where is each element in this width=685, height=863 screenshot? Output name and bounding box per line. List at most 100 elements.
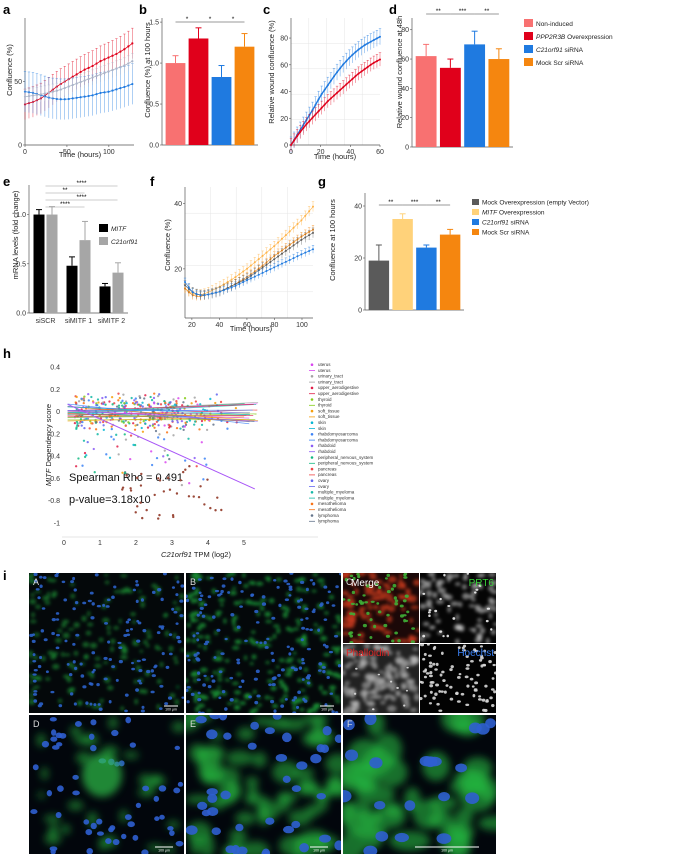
data-point-f-3: [230, 286, 233, 289]
micrograph-A-nucleus: [89, 702, 93, 706]
micrograph-C-phalloidin-cell: [343, 708, 351, 713]
fit-line-h: [67, 406, 259, 422]
micrograph-A-cell: [87, 622, 94, 627]
micrograph-B-nucleus: [270, 651, 274, 655]
micrograph-B-nucleus: [254, 609, 259, 614]
series-line-c-1: [290, 58, 381, 146]
micrograph-B-cell: [296, 586, 301, 592]
y-tick-label-d: 80: [401, 27, 409, 34]
micrograph-A-nucleus: [87, 599, 92, 603]
micrograph-A-nucleus: [91, 602, 95, 606]
bar-e-0: [66, 265, 78, 313]
micrograph-C-phalloidin-cell: [386, 651, 393, 656]
micrograph-C-hoechst-nucleus: [429, 671, 433, 675]
data-point-f-0: [261, 254, 264, 257]
legend-label-h: upper_aerodigestive: [318, 391, 359, 396]
scatter-point-h: [121, 471, 124, 474]
legend-marker-h: [310, 456, 314, 459]
micrograph-B-nucleus: [219, 592, 223, 596]
scatter-point-h: [75, 401, 78, 405]
data-point-a-1: [123, 85, 126, 89]
scatter-point-h: [118, 417, 121, 420]
micrograph-B-cell: [286, 657, 295, 661]
micrograph-C-hoechst-nucleus: [465, 655, 469, 659]
scatter-point-h: [155, 457, 159, 460]
micrograph-B-nucleus: [288, 585, 293, 589]
data-point-c-1: [354, 75, 357, 78]
scatter-point-h: [193, 456, 196, 460]
micrograph-C-prt6-cell: [420, 632, 427, 636]
micrograph-D-nucleus: [135, 802, 142, 808]
micrograph-D-nucleus: [49, 846, 58, 852]
micrograph-C-hoechst-nucleus: [442, 679, 446, 682]
micrograph-C-prt6-cell: [434, 611, 438, 618]
data-point-a-0: [95, 62, 98, 65]
micrograph-B-cell: [213, 689, 222, 696]
x-tick-label-f: 40: [216, 322, 224, 329]
scatter-point-h: [94, 428, 98, 431]
micrograph-A-nucleus: [61, 580, 66, 584]
micrograph-B-nucleus: [298, 666, 303, 670]
micrograph-C-hoechst-nucleus: [492, 663, 496, 667]
micrograph-C-prt6-cell: [468, 604, 475, 608]
micrograph-C-prt6-nucleus: [422, 592, 426, 595]
micrograph-D-nucleus: [141, 849, 149, 854]
legend-swatch-top: [524, 19, 533, 27]
micrograph-B-nucleus: [297, 690, 302, 695]
micrograph-E-nucleus: [206, 729, 218, 740]
micrograph-C-phalloidin-cell: [396, 650, 401, 656]
scatter-point-h: [158, 433, 161, 436]
scatter-point-h: [203, 503, 206, 506]
micrograph-A-nucleus: [118, 659, 123, 664]
data-point-a-2: [47, 91, 50, 94]
scatter-point-h: [101, 396, 104, 400]
legend-marker-h: [310, 491, 314, 494]
scatter-point-h: [74, 465, 78, 468]
micrograph-A-nucleus: [124, 693, 129, 697]
micrograph-B-cell: [312, 573, 319, 577]
series-line-a-1: [24, 83, 133, 100]
micrograph-C-merge-nucleus: [352, 576, 356, 581]
micrograph-C-prt6-nucleus: [442, 634, 445, 638]
micrograph-D-nucleus: [177, 781, 184, 787]
micrograph-E-cell: [229, 828, 247, 846]
micrograph-B-cell: [214, 630, 218, 636]
micrograph-B-cell: [320, 606, 324, 610]
micrograph-E-nucleus: [334, 840, 341, 851]
micrograph-C-merge-cell: [343, 600, 350, 608]
micrograph-C-merge-nucleus: [393, 596, 397, 600]
panel-label-g: g: [318, 174, 326, 189]
micrograph-C-prt6-cell: [425, 599, 433, 606]
y-tick-label-b: 1.5: [149, 20, 159, 27]
micrograph-C-hoechst-nucleus: [423, 652, 427, 656]
data-point-c-1: [329, 97, 332, 100]
y-tick-label-d: 40: [401, 86, 409, 93]
data-point-c-0: [360, 46, 363, 49]
micrograph-C-prt6-nucleus: [490, 628, 493, 631]
data-point-f-3: [253, 275, 256, 278]
micrograph-C-prt6-cell: [490, 629, 496, 636]
micrograph-B-cell: [282, 694, 289, 699]
data-point-a-2: [127, 62, 130, 65]
data-point-f-3: [234, 284, 237, 287]
scatter-point-h: [183, 459, 187, 462]
scatter-point-h: [111, 403, 114, 406]
micrograph-C-merge-cells: [343, 573, 419, 643]
micrograph-D-cell: [98, 837, 107, 851]
scatter-point-h: [117, 404, 121, 407]
micrograph-C-prt6-cell: [431, 577, 436, 582]
micrograph-C-phalloidin-cell: [398, 669, 408, 676]
micrograph-A-cell: [126, 589, 134, 594]
y-tick-label-b: 0.0: [149, 143, 159, 150]
micrograph-B-nucleus: [333, 634, 339, 638]
micrograph-C-merge-nucleus: [349, 612, 354, 616]
data-point-a-0: [75, 73, 78, 76]
micrograph-C-hoechst-nucleus: [449, 697, 454, 701]
scatter-point-h: [131, 401, 135, 405]
micrograph-C-prt6-cell: [493, 622, 496, 626]
data-point-a-0: [123, 48, 126, 51]
micrograph-D-nucleus: [173, 787, 181, 794]
micrograph-C-prt6-cell: [420, 603, 427, 610]
micrograph-C-hoechst-nucleus: [493, 690, 496, 694]
